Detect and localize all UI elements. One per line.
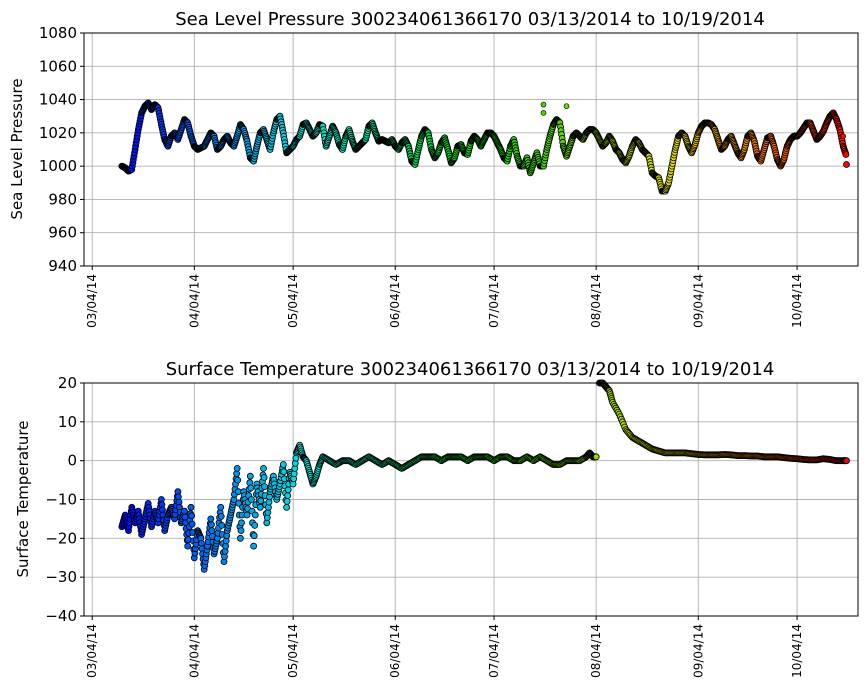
temperature-ytick-label: 20 (58, 374, 77, 392)
surface-temperature-ticks: 03/04/14 04/04/14 05/04/14 06/04/14 07/04/14… (45, 374, 804, 678)
pressure-xtick-label: 08/04/14 (589, 274, 603, 328)
sea-level-pressure-title: Sea Level Pressure 300234061366170 03/13… (175, 9, 765, 30)
temperature-ytick-label: −10 (45, 491, 77, 509)
temperature-data-point (218, 522, 226, 529)
temperature-data-point (257, 497, 265, 505)
temperature-xtick-label: 10/04/14 (790, 624, 804, 678)
pressure-ytick-label: 1080 (39, 24, 77, 42)
temperature-data-point (184, 542, 192, 550)
pressure-xtick-label: 04/04/14 (187, 274, 201, 328)
temperature-data-point (256, 503, 264, 511)
pressure-ytick-label: 1000 (39, 157, 77, 175)
pressure-ytick-label: 1020 (39, 124, 77, 142)
temperature-data-point (261, 483, 269, 491)
temperature-xtick-label: 05/04/14 (286, 624, 300, 678)
surface-temperature-points (118, 379, 850, 573)
surface-temperature-title: Surface Temperature 300234061366170 03/1… (166, 359, 775, 380)
temperature-data-point (283, 497, 291, 505)
temperature-ytick-label: −40 (45, 607, 77, 625)
temperature-data-point (181, 507, 188, 515)
pressure-data-point (842, 151, 850, 158)
temperature-ytick-label: 10 (58, 413, 77, 431)
temperature-data-point (260, 464, 267, 472)
temperature-data-point (207, 515, 215, 523)
temperature-data-point (251, 522, 259, 529)
temperature-xtick-label: 09/04/14 (691, 624, 705, 678)
pressure-ytick-label: 1040 (39, 91, 77, 109)
temperature-data-point (207, 521, 215, 529)
pressure-xtick-label: 05/04/14 (286, 274, 300, 328)
temperature-data-point (247, 496, 255, 503)
surface-temperature-ylabel: Surface Temperature (14, 421, 32, 578)
temperature-ytick-label: −30 (45, 568, 77, 586)
temperature-data-point (280, 468, 288, 476)
temperature-ytick-label: −20 (45, 529, 77, 547)
pressure-outlier-point (540, 110, 547, 116)
sea-level-pressure-ylabel: Sea Level Pressure (8, 78, 26, 219)
pressure-ytick-label: 1060 (39, 57, 77, 75)
sea-level-pressure-panel: 03/04/14 04/04/14 05/04/14 06/04/14 07/04/14… (8, 9, 859, 328)
pressure-outlier-point (540, 101, 547, 108)
pressure-outlier-point (563, 103, 570, 109)
temperature-data-point (188, 512, 196, 520)
temperature-ytick-label: 0 (67, 452, 77, 470)
pressure-xtick-label: 06/04/14 (388, 274, 402, 328)
pressure-xtick-label: 07/04/14 (487, 274, 501, 328)
surface-temperature-panel: 03/04/14 04/04/14 05/04/14 06/04/14 07/04/14… (14, 359, 859, 678)
pressure-data-point (843, 161, 850, 168)
temperature-data-point (250, 532, 258, 540)
temperature-data-point (284, 492, 292, 500)
temperature-data-point (217, 512, 225, 520)
temperature-data-point (260, 474, 268, 481)
temperature-data-point (243, 511, 251, 519)
temperature-data-point (238, 519, 245, 527)
pressure-xtick-label: 10/04/14 (790, 274, 804, 328)
temperature-data-point (217, 503, 225, 511)
temperature-data-point (284, 486, 292, 494)
temperature-xtick-label: 07/04/14 (487, 624, 501, 678)
temperature-data-point (283, 503, 291, 511)
sea-level-pressure-axes-frame (83, 32, 859, 267)
pressure-ytick-label: 960 (48, 224, 77, 242)
temperature-data-point (237, 527, 245, 534)
temperature-data-point (208, 527, 216, 534)
temperature-xtick-label: 03/04/14 (85, 624, 99, 678)
temperature-data-point (247, 484, 255, 492)
temperature-data-point (251, 511, 259, 519)
temperature-data-point (279, 461, 287, 468)
pressure-outlier-point (840, 133, 847, 139)
temperature-data-point (250, 542, 258, 550)
temperature-data-point (843, 457, 850, 465)
temperature-data-point (188, 520, 196, 528)
surface-temperature-grid (84, 382, 858, 617)
pressure-ytick-label: 940 (48, 257, 77, 275)
temperature-data-point (233, 464, 241, 472)
sea-level-pressure-grid (84, 32, 858, 267)
temperature-data-point (236, 534, 244, 542)
pressure-xtick-label: 09/04/14 (691, 274, 705, 328)
sea-level-pressure-points (118, 99, 850, 195)
sea-level-pressure-ticks: 03/04/14 04/04/14 05/04/14 06/04/14 07/04/14… (39, 24, 804, 328)
temperature-data-point (187, 503, 195, 511)
temperature-data-point (246, 472, 254, 480)
temperature-xtick-label: 06/04/14 (388, 624, 402, 678)
temperature-data-point (592, 453, 600, 461)
temperature-xtick-label: 04/04/14 (187, 624, 201, 678)
pressure-ytick-label: 980 (48, 190, 77, 208)
pressure-xtick-label: 03/04/14 (85, 274, 99, 328)
temperature-data-point (234, 476, 242, 484)
temperature-xtick-label: 08/04/14 (589, 624, 603, 678)
